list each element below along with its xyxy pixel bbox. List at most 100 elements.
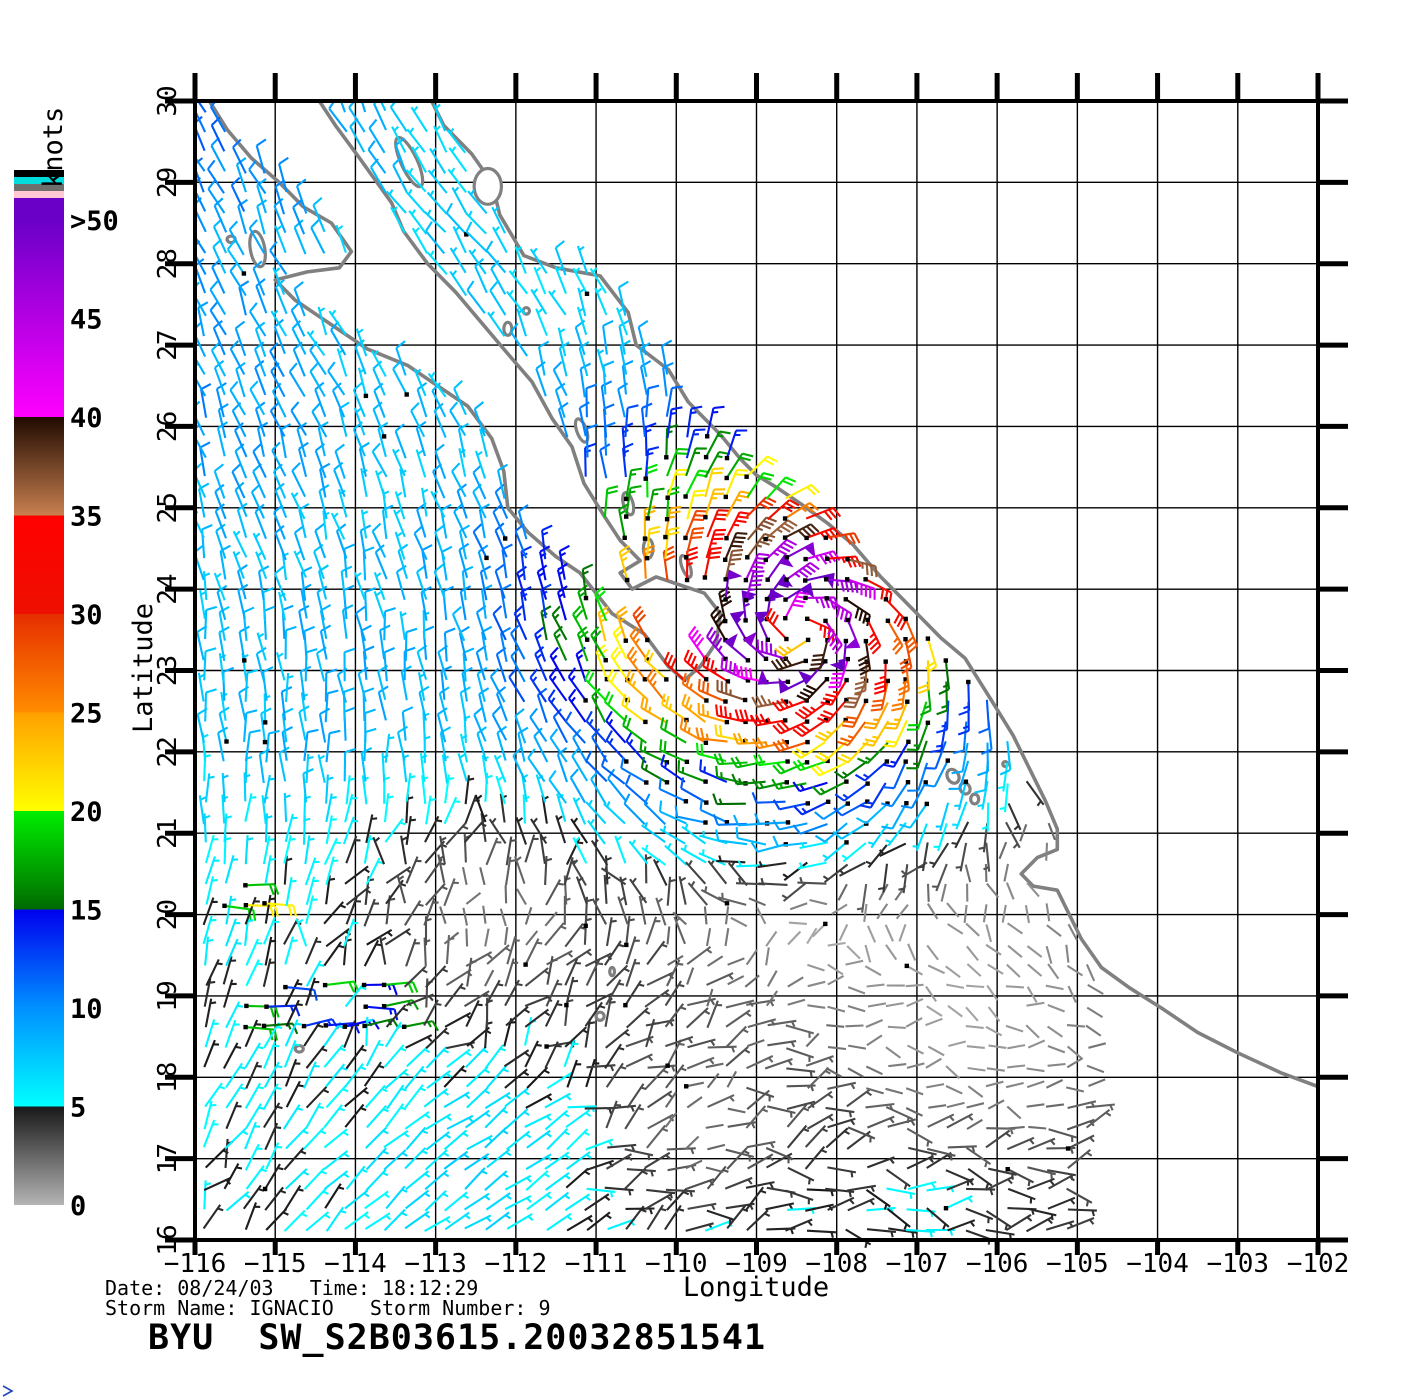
wind-barb [197, 301, 209, 337]
wind-barb [291, 319, 307, 355]
island-san-benedicto [608, 965, 617, 978]
wind-barb [585, 1138, 614, 1151]
wind-barb [827, 1166, 857, 1178]
wind-barb [626, 1083, 647, 1109]
wind-barb [284, 625, 297, 660]
rain-flag-dot [945, 758, 950, 763]
rain-flag-dot [864, 821, 869, 826]
wind-barb [936, 700, 950, 734]
wind-barb [807, 1067, 831, 1089]
wind-barb [425, 1113, 452, 1130]
wind-barb [605, 1100, 622, 1129]
rain-flag-dot [684, 577, 690, 583]
wind-barb [746, 1055, 774, 1070]
wind-barb [433, 103, 446, 132]
wind-barb [545, 879, 564, 906]
wind-barb [557, 401, 569, 438]
wind-barb [365, 1016, 373, 1046]
wind-barb [905, 1017, 923, 1028]
wind-barb [541, 524, 553, 560]
wind-barb [372, 360, 386, 396]
wind-barb [524, 906, 533, 925]
wind-barb [906, 1062, 925, 1069]
wind-barb [785, 1218, 813, 1232]
wind-barb [699, 759, 728, 783]
wind-barb [665, 385, 683, 417]
wind-barb [444, 982, 466, 1008]
wind-barb [274, 225, 287, 254]
wind-barb [935, 802, 950, 831]
wind-barb [766, 970, 778, 987]
wind-barb [274, 565, 287, 602]
wind-barb [705, 1166, 724, 1174]
rain-flag-dot [863, 577, 868, 582]
wind-barb [404, 1111, 431, 1130]
wind-barb [385, 189, 407, 214]
wind-barb [786, 1084, 816, 1092]
rain-flag-dot [783, 718, 788, 723]
wind-barb [778, 677, 808, 694]
wind-barb [305, 977, 320, 1006]
wind-barb [951, 742, 969, 775]
wind-barb [552, 708, 569, 744]
wind-barb [226, 240, 245, 275]
wind-barb [447, 167, 467, 193]
cursor-chevron-icon [2, 1385, 14, 1397]
wind-barb [624, 1103, 645, 1130]
wind-barb [705, 1123, 724, 1129]
wind-barb [605, 729, 628, 763]
wind-barb [404, 1210, 431, 1230]
wind-barb [343, 747, 356, 782]
wind-barb [303, 625, 316, 661]
wind-barb [263, 774, 275, 804]
rain-flag-dot [825, 758, 830, 764]
wind-barb [814, 719, 847, 742]
wind-barb [1027, 1207, 1057, 1221]
rain-flag-dot [885, 678, 890, 684]
island-cedros [248, 229, 267, 269]
wind-barb [304, 936, 322, 965]
wind-barb [945, 965, 961, 979]
wind-barb [867, 1115, 895, 1129]
wind-barb [204, 773, 215, 803]
wind-barb [926, 903, 939, 920]
wind-barb [947, 1145, 977, 1153]
x-tick-label: −102 [1287, 1249, 1350, 1279]
rain-flag-dot [623, 1003, 628, 1008]
wind-barb [333, 461, 346, 498]
x-tick-label: −116 [164, 1249, 227, 1279]
wind-barb [615, 605, 628, 642]
wind-barb [264, 894, 276, 924]
wind-barb [620, 756, 647, 784]
wind-barb [244, 668, 259, 702]
wind-barb [302, 768, 314, 803]
wind-barb [323, 901, 346, 925]
wind-barb [746, 1039, 765, 1048]
wind-barb [345, 1165, 368, 1190]
wind-barb [967, 1066, 986, 1072]
wind-barb [529, 707, 548, 742]
wind-barb [887, 1118, 916, 1128]
wind-barb [485, 240, 507, 274]
rain-flag-dot [743, 719, 748, 725]
wind-barb [1007, 1064, 1026, 1069]
wind-barb [1005, 985, 1024, 989]
wind-barb [664, 980, 685, 1007]
rain-flag-dot [784, 577, 789, 582]
wind-barb [204, 856, 220, 885]
wind-barb [383, 607, 396, 641]
rain-flag-dot [843, 717, 848, 723]
wind-barb [847, 1067, 865, 1078]
wind-barb [786, 541, 816, 559]
wind-barb [204, 688, 217, 722]
wind-barb [625, 1053, 654, 1068]
wind-barb [217, 726, 229, 762]
wind-barb [695, 727, 728, 743]
wind-barb [491, 206, 506, 234]
wind-barb [966, 963, 982, 977]
wind-barb [644, 854, 652, 884]
wind-barb [403, 965, 428, 988]
rain-flag-dot [764, 596, 770, 602]
rain-flag-dot [925, 720, 931, 725]
wind-barb [504, 958, 519, 987]
